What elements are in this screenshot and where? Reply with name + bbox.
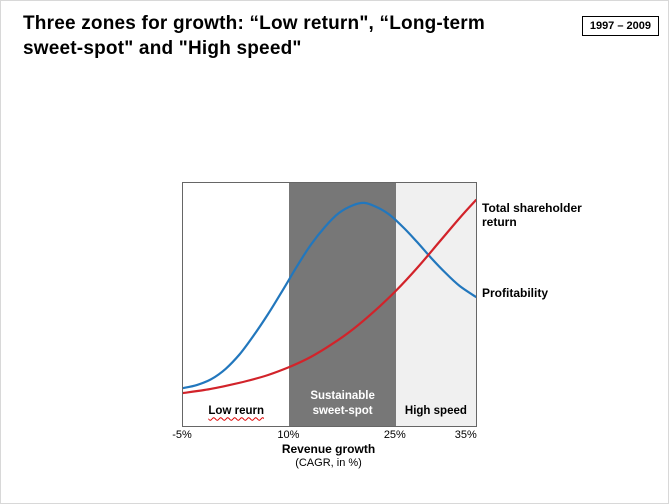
zone-label-high-speed: High speed: [404, 404, 467, 417]
x-axis-ticks: -5% 10% 25% 35%: [172, 429, 477, 443]
x-tick-5: -5%: [172, 429, 192, 441]
zone-label-low-reurn: Low reurn: [208, 404, 264, 417]
plot-area: Low reurn Sustainable sweet-spot High spee…: [182, 182, 477, 427]
series-labels: Profitability Total shareholder return: [482, 182, 600, 425]
x-axis-subtitle: (CAGR, in %): [295, 457, 362, 469]
zone-label-sustainable-sweet-spot: Sustainable sweet-spot: [310, 390, 375, 417]
series-label-total-shareholder-return: Total shareholder return: [482, 201, 582, 230]
x-tick-25: 25%: [383, 429, 406, 441]
curves-svg: [183, 198, 476, 395]
slide-title: Three zones for growth: “Low return", “L…: [23, 13, 485, 60]
zone-high-speed: [395, 183, 476, 426]
zone-sustainable-sweet-spot: [289, 183, 396, 426]
series-label-profitability: Profitability: [482, 285, 549, 300]
x-tick-35: 35%: [454, 429, 477, 441]
zone-low-reurn: [183, 183, 290, 426]
year-range-badge: 1997 – 2009: [581, 16, 659, 36]
x-tick-10: 10%: [277, 429, 300, 441]
profitability-curve: [183, 201, 476, 390]
total-shareholder-return-curve: [183, 198, 476, 395]
x-axis-title: Revenue growth: [281, 442, 376, 456]
